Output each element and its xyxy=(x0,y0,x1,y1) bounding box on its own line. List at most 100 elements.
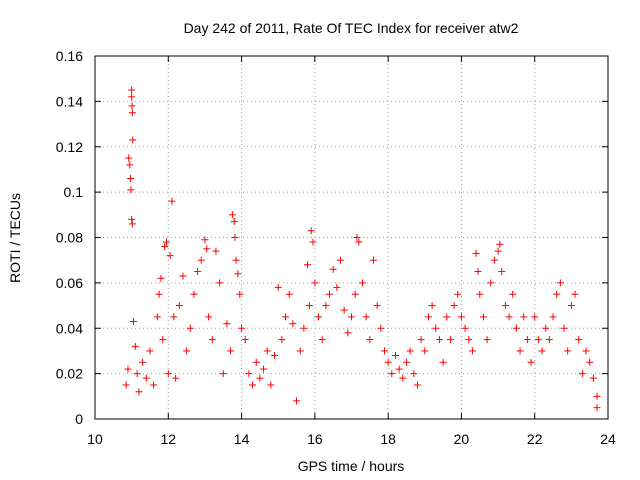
data-point xyxy=(170,313,177,320)
data-point xyxy=(143,375,150,382)
data-point xyxy=(594,393,601,400)
data-point xyxy=(275,284,282,291)
data-point xyxy=(370,257,377,264)
data-point xyxy=(135,388,142,395)
data-point xyxy=(517,347,524,354)
data-point xyxy=(396,366,403,373)
data-point xyxy=(496,241,503,248)
data-point xyxy=(242,336,249,343)
data-point xyxy=(355,239,362,246)
data-point xyxy=(502,302,509,309)
data-point xyxy=(568,302,575,309)
data-point xyxy=(425,313,432,320)
data-point xyxy=(128,93,135,100)
data-point xyxy=(575,336,582,343)
data-point xyxy=(187,325,194,332)
data-point xyxy=(542,325,549,332)
data-point xyxy=(579,370,586,377)
data-point xyxy=(156,291,163,298)
data-point xyxy=(414,381,421,388)
x-tick-label: 16 xyxy=(307,431,323,447)
data-point xyxy=(154,313,161,320)
data-point xyxy=(129,102,136,109)
data-point xyxy=(337,257,344,264)
data-point xyxy=(363,313,370,320)
x-tick-label: 18 xyxy=(380,431,396,447)
data-point xyxy=(583,347,590,354)
y-tick-label: 0.12 xyxy=(56,139,83,155)
data-point xyxy=(353,234,360,241)
data-point xyxy=(128,87,135,94)
data-point xyxy=(410,370,417,377)
y-tick-label: 0.08 xyxy=(56,230,83,246)
data-point xyxy=(564,347,571,354)
data-point xyxy=(528,359,535,366)
data-point xyxy=(392,352,399,359)
data-point xyxy=(319,336,326,343)
data-point xyxy=(590,375,597,382)
data-point xyxy=(203,245,210,252)
x-tick-label: 14 xyxy=(234,431,250,447)
data-point xyxy=(220,370,227,377)
data-point xyxy=(209,336,216,343)
data-point xyxy=(125,155,132,162)
data-point xyxy=(341,307,348,314)
y-axis-label: ROTI / TECUs xyxy=(7,193,23,283)
data-point xyxy=(399,375,406,382)
data-point xyxy=(264,347,271,354)
data-point xyxy=(256,375,263,382)
data-point xyxy=(440,359,447,366)
data-point xyxy=(249,381,256,388)
data-point xyxy=(539,347,546,354)
data-point xyxy=(513,325,520,332)
data-point xyxy=(245,370,252,377)
data-point xyxy=(165,370,172,377)
data-point xyxy=(377,325,384,332)
data-point xyxy=(129,136,136,143)
y-tick-label: 0.06 xyxy=(56,275,83,291)
data-point xyxy=(436,336,443,343)
data-point xyxy=(546,336,553,343)
data-point xyxy=(403,359,410,366)
data-point xyxy=(469,347,476,354)
data-point xyxy=(330,266,337,273)
data-point xyxy=(429,302,436,309)
data-point xyxy=(216,279,223,286)
data-point xyxy=(293,397,300,404)
data-point xyxy=(139,359,146,366)
data-point xyxy=(333,284,340,291)
data-point xyxy=(297,347,304,354)
data-point xyxy=(594,404,601,411)
data-point xyxy=(561,325,568,332)
data-point xyxy=(134,370,141,377)
y-tick-label: 0.02 xyxy=(56,366,83,382)
data-point xyxy=(366,336,373,343)
data-point xyxy=(127,175,134,182)
data-point xyxy=(550,313,557,320)
x-tick-label: 22 xyxy=(527,431,543,447)
data-point xyxy=(231,218,238,225)
data-point xyxy=(310,239,317,246)
data-point xyxy=(359,279,366,286)
data-point xyxy=(388,370,395,377)
data-point xyxy=(238,325,245,332)
data-point xyxy=(194,268,201,275)
x-tick-label: 10 xyxy=(87,431,103,447)
data-point xyxy=(557,279,564,286)
data-point xyxy=(190,291,197,298)
data-point xyxy=(150,381,157,388)
data-point xyxy=(172,375,179,382)
data-point xyxy=(491,257,498,264)
x-axis-label: GPS time / hours xyxy=(298,458,405,474)
data-point xyxy=(231,234,238,241)
data-point xyxy=(300,325,307,332)
data-point xyxy=(229,211,236,218)
data-point xyxy=(509,291,516,298)
data-point xyxy=(205,313,212,320)
data-point xyxy=(127,186,134,193)
data-point xyxy=(157,275,164,282)
x-tick-label: 24 xyxy=(600,431,616,447)
data-point xyxy=(163,239,170,246)
data-point xyxy=(132,343,139,350)
data-point xyxy=(407,347,414,354)
